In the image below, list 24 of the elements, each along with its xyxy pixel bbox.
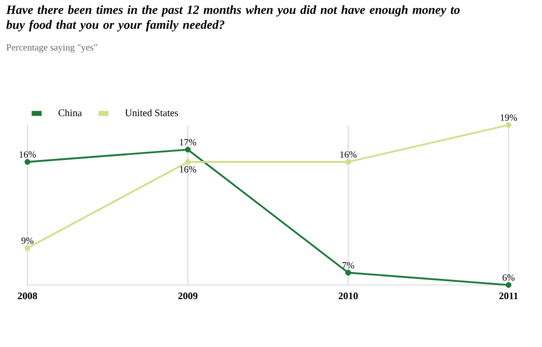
x-tick-label: 2008 <box>18 292 38 300</box>
point <box>184 146 191 153</box>
legend-label: China <box>58 109 82 116</box>
data-label: 19% <box>500 114 517 121</box>
point <box>184 159 191 165</box>
legend-label: United States <box>125 109 178 116</box>
data-label: 6% <box>502 274 515 281</box>
data-label: 16% <box>340 151 357 158</box>
data-label: 7% <box>342 262 354 268</box>
data-label: 9% <box>21 237 34 244</box>
data-label: 17% <box>180 138 196 146</box>
point <box>24 245 30 251</box>
data-label: 16% <box>180 166 196 173</box>
point <box>24 159 30 165</box>
point <box>506 282 512 288</box>
x-tick-label: 2011 <box>499 292 518 300</box>
x-tick-label: 2010 <box>338 292 358 300</box>
chart-subtitle: Percentage saying "yes" <box>6 44 97 53</box>
x-tick-label: 2009 <box>178 292 198 300</box>
data-label: 16% <box>20 151 36 158</box>
chart-title: Have there been times in the past 12 months when you did not have enough money to buy food that you or your family needed? <box>6 5 460 32</box>
point <box>506 122 512 128</box>
point <box>345 159 352 165</box>
point <box>345 270 352 276</box>
